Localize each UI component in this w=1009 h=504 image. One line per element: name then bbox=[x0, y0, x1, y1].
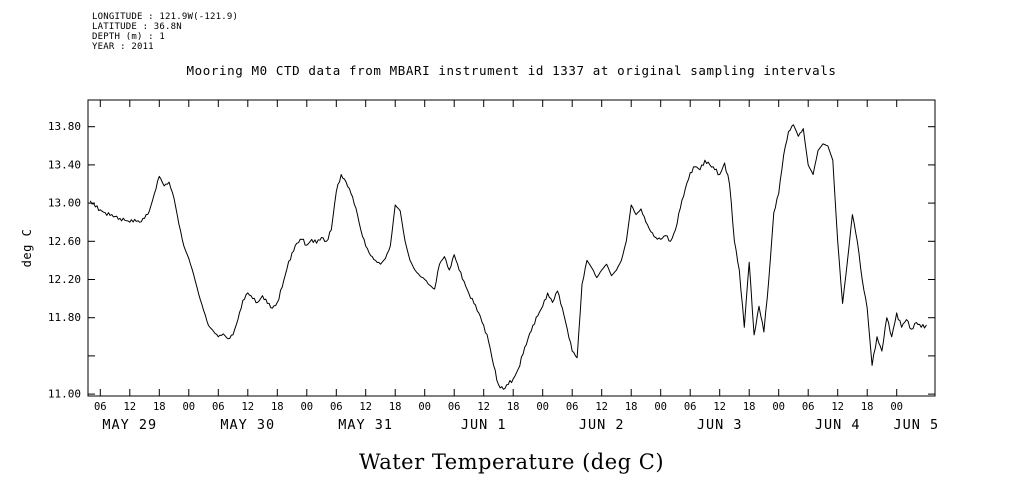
x-tick-label: 18 bbox=[743, 401, 756, 413]
plot-frame bbox=[87, 99, 936, 397]
x-tick-label: 00 bbox=[654, 401, 667, 413]
x-date-label: MAY 30 bbox=[220, 417, 275, 433]
x-date-label: JUN 5 bbox=[893, 417, 939, 433]
metadata-latitude: LATITUDE : 36.8N bbox=[92, 22, 182, 32]
x-tick-label: 06 bbox=[802, 401, 815, 413]
x-tick-label: 18 bbox=[389, 401, 402, 413]
y-tick-label: 13.00 bbox=[48, 197, 81, 210]
x-tick-label: 12 bbox=[713, 401, 726, 413]
x-tick-label: 06 bbox=[566, 401, 579, 413]
x-tick-label: 06 bbox=[212, 401, 225, 413]
x-date-label: JUN 4 bbox=[815, 417, 861, 433]
x-tick-label: 12 bbox=[359, 401, 372, 413]
x-date-label: MAY 31 bbox=[338, 417, 393, 433]
x-date-label: JUN 2 bbox=[579, 417, 625, 433]
x-tick-label: 18 bbox=[153, 401, 166, 413]
x-tick-label: 00 bbox=[536, 401, 549, 413]
y-tick-label: 13.40 bbox=[48, 158, 81, 171]
x-tick-labels: 06 12 18 00 06 12 18 00 06 12 18 00 06 12 18 00 06 12 18 00… bbox=[94, 401, 903, 413]
y-tick-label: 11.00 bbox=[48, 388, 81, 401]
temperature-data-line bbox=[90, 124, 927, 390]
x-tick-label: 06 bbox=[330, 401, 343, 413]
x-tick-label: 18 bbox=[271, 401, 284, 413]
x-tick-label: 18 bbox=[507, 401, 520, 413]
x-date-labels: MAY 29 MAY 30 MAY 31 JUN 1 JUN 2 JUN 3 JUN 4 JU… bbox=[102, 417, 939, 433]
y-tick-label: 13.80 bbox=[48, 120, 81, 133]
x-tick-label: 06 bbox=[448, 401, 461, 413]
x-tick-label: 12 bbox=[831, 401, 844, 413]
x-tick-label: 12 bbox=[595, 401, 608, 413]
y-tick-label: 12.20 bbox=[48, 273, 81, 286]
x-tick-label: 12 bbox=[123, 401, 136, 413]
x-tick-label: 06 bbox=[94, 401, 107, 413]
metadata-block: LONGITUDE : 121.9W(-121.9) LATITUDE : 36… bbox=[92, 12, 238, 52]
x-tick-label: 18 bbox=[625, 401, 638, 413]
x-tick-label: 12 bbox=[477, 401, 490, 413]
x-ticks bbox=[99, 100, 898, 396]
y-tick-label: 12.60 bbox=[48, 235, 81, 248]
x-tick-label: 18 bbox=[861, 401, 874, 413]
y-tick-labels: 11.00 11.80 12.20 12.60 13.00 13.40 13.80 bbox=[48, 120, 81, 400]
x-tick-label: 06 bbox=[684, 401, 697, 413]
metadata-depth: DEPTH (m) : 1 bbox=[92, 32, 166, 42]
x-tick-label: 00 bbox=[182, 401, 195, 413]
chart-title: Mooring M0 CTD data from MBARI instrumen… bbox=[186, 63, 837, 78]
x-date-label: JUN 1 bbox=[461, 417, 507, 433]
x-date-label: MAY 29 bbox=[102, 417, 157, 433]
metadata-longitude: LONGITUDE : 121.9W(-121.9) bbox=[92, 12, 239, 22]
y-tick-label: 11.80 bbox=[48, 311, 81, 324]
x-tick-label: 00 bbox=[300, 401, 313, 413]
x-tick-label: 00 bbox=[418, 401, 431, 413]
metadata-year: YEAR : 2011 bbox=[92, 42, 154, 52]
x-axis-title: Water Temperature (deg C) bbox=[358, 450, 665, 474]
x-tick-label: 00 bbox=[772, 401, 785, 413]
x-tick-label: 12 bbox=[241, 401, 254, 413]
x-tick-label: 00 bbox=[890, 401, 903, 413]
y-ticks bbox=[88, 126, 935, 395]
x-date-label: JUN 3 bbox=[697, 417, 743, 433]
